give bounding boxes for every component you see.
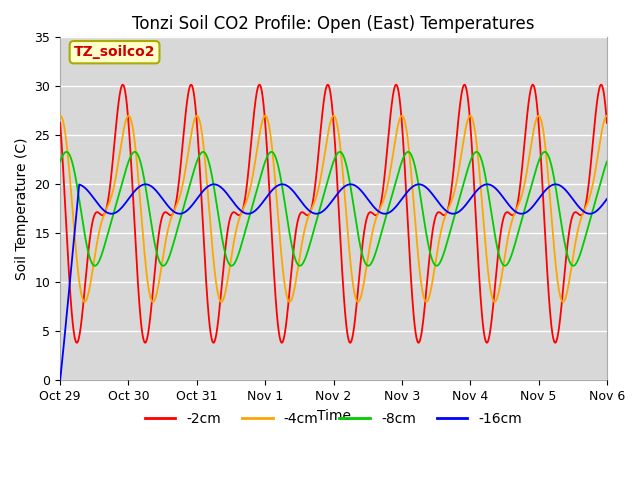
Legend: -2cm, -4cm, -8cm, -16cm: -2cm, -4cm, -8cm, -16cm: [140, 407, 528, 432]
Text: TZ_soilco2: TZ_soilco2: [74, 45, 156, 59]
Y-axis label: Soil Temperature (C): Soil Temperature (C): [15, 138, 29, 280]
Title: Tonzi Soil CO2 Profile: Open (East) Temperatures: Tonzi Soil CO2 Profile: Open (East) Temp…: [132, 15, 535, 33]
X-axis label: Time: Time: [317, 408, 351, 422]
